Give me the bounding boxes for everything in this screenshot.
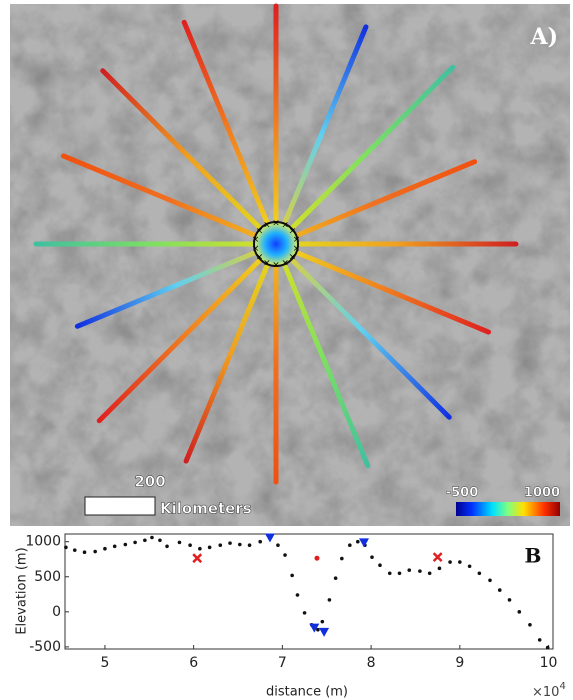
data-point xyxy=(340,557,344,561)
crater-rim-marker: × xyxy=(263,221,271,231)
terrain-texture xyxy=(10,4,570,526)
data-point xyxy=(407,568,411,572)
data-point xyxy=(228,541,232,545)
y-tick-label: 1000 xyxy=(25,534,61,550)
x-axis-label: distance (m) xyxy=(266,685,348,700)
data-point xyxy=(283,553,287,557)
x-tick-label: 9 xyxy=(455,655,464,671)
data-point xyxy=(178,541,182,545)
data-point xyxy=(198,547,202,551)
data-point xyxy=(321,620,325,624)
data-point xyxy=(276,543,280,547)
colorbar-tick-label: 1000 xyxy=(524,486,560,501)
data-point xyxy=(488,578,492,582)
data-point xyxy=(348,543,352,547)
data-point xyxy=(248,543,252,547)
data-point xyxy=(418,569,422,573)
data-point xyxy=(218,543,222,547)
scale-unit: Kilometers xyxy=(160,500,252,518)
figure: A) 200 Kilometers B distance (m) Elevati… xyxy=(0,0,573,700)
data-point xyxy=(388,571,392,575)
x-tick-label: 6 xyxy=(189,655,198,671)
data-point xyxy=(143,539,147,543)
data-point xyxy=(334,576,338,580)
data-point xyxy=(517,610,521,614)
crater-rim-marker: × xyxy=(272,261,280,271)
data-point xyxy=(238,543,242,547)
crater-rim-marker: × xyxy=(252,244,260,254)
multiplier-exponent: 4 xyxy=(559,681,565,692)
y-tick-label: 0 xyxy=(52,604,61,620)
x-tick-label: 8 xyxy=(367,655,376,671)
data-point xyxy=(296,593,300,597)
data-point xyxy=(314,556,319,561)
data-point xyxy=(468,564,472,568)
crater-rim-marker: × xyxy=(272,219,280,229)
data-point xyxy=(398,571,402,575)
y-tick-label: 500 xyxy=(34,569,61,585)
panel-label: A) xyxy=(530,24,558,50)
data-point xyxy=(103,547,107,551)
data-point xyxy=(448,560,452,564)
colorbar-tick-label: -500 xyxy=(446,486,479,501)
data-point xyxy=(113,544,117,548)
data-point xyxy=(478,571,482,575)
data-point xyxy=(458,560,462,564)
panel-b-label: B xyxy=(525,544,542,568)
crater-rim-marker: × xyxy=(281,258,289,268)
data-point xyxy=(133,541,137,545)
data-point xyxy=(208,546,212,550)
data-point xyxy=(188,543,192,547)
data-point xyxy=(124,543,128,547)
data-point xyxy=(158,539,162,543)
data-point xyxy=(538,638,542,642)
data-point xyxy=(428,571,432,575)
data-point xyxy=(546,646,550,650)
data-point xyxy=(528,623,532,627)
crater-rim-marker: × xyxy=(263,258,271,268)
x-tick-label: 10 xyxy=(540,655,558,671)
multiplier-base: ×10 xyxy=(532,685,559,700)
data-point xyxy=(508,598,512,602)
data-point xyxy=(258,540,262,544)
x-tick-label: 5 xyxy=(100,655,109,671)
data-point xyxy=(83,550,87,554)
data-point xyxy=(378,563,382,567)
data-point xyxy=(356,540,360,544)
y-tick-label: -500 xyxy=(29,639,61,655)
x-tick-label: 7 xyxy=(278,655,287,671)
data-point xyxy=(73,548,77,552)
data-point xyxy=(438,567,442,571)
scale-bar xyxy=(85,497,155,515)
data-point xyxy=(165,544,169,548)
colorbar xyxy=(456,502,560,516)
data-point xyxy=(328,598,332,602)
data-point xyxy=(498,588,502,592)
y-axis-label: Elevation (m) xyxy=(15,547,30,634)
data-point xyxy=(150,536,154,540)
data-point xyxy=(303,611,307,615)
crater-rim-marker: × xyxy=(289,253,297,263)
data-point xyxy=(370,555,374,559)
scale-length: 200 xyxy=(134,473,165,491)
data-point xyxy=(290,574,294,578)
data-point xyxy=(93,550,97,554)
data-point xyxy=(64,546,68,550)
